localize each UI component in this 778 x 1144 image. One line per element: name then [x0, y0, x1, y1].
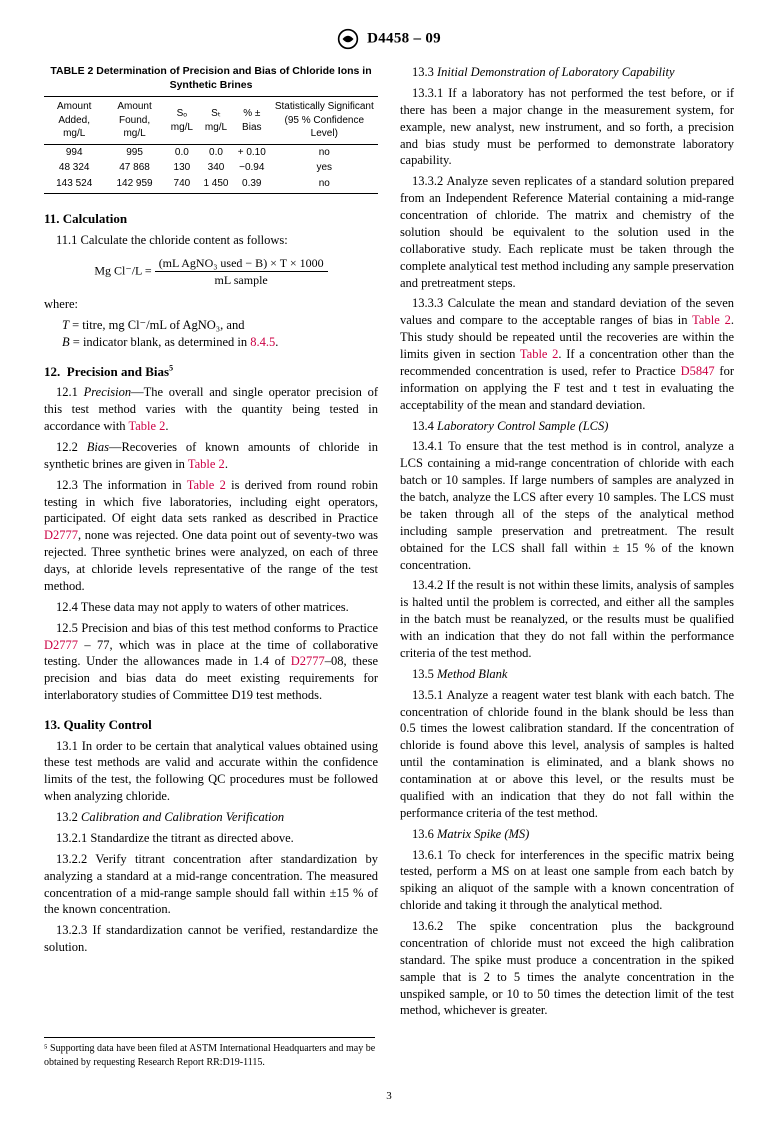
td: no — [271, 176, 378, 194]
table2-title: TABLE 2 Determination of Precision and B… — [44, 64, 378, 92]
p-13-4-1: 13.4.1 To ensure that the test method is… — [400, 438, 734, 573]
eq-den: mL sample — [155, 272, 328, 288]
t-def: T = titre, mg Cl⁻/mL of AgNO₃, and — [82, 317, 378, 334]
td: 740 — [165, 176, 199, 194]
td: + 0.10 — [233, 144, 271, 160]
td: yes — [271, 160, 378, 176]
th: Amount Found, mg/L — [104, 97, 164, 145]
where-label: where: — [44, 296, 378, 313]
p-13-1: 13.1 In order to be certain that analyti… — [44, 738, 378, 806]
p-13-3-2: 13.3.2 Analyze seven replicates of a sta… — [400, 173, 734, 291]
td: 1 450 — [199, 176, 233, 194]
h-13-3: 13.3 Initial Demonstration of Laboratory… — [400, 64, 734, 81]
p-13-6-1: 13.6.1 To check for interferences in the… — [400, 847, 734, 915]
p-13-2-2: 13.2.2 Verify titrant concentration afte… — [44, 851, 378, 919]
td: 47 868 — [104, 160, 164, 176]
td: 0.0 — [199, 144, 233, 160]
td: 994 — [44, 144, 104, 160]
astm-logo — [337, 28, 359, 50]
th: Amount Added, mg/L — [44, 97, 104, 145]
p-13-3-1: 13.3.1 If a laboratory has not performed… — [400, 85, 734, 169]
section-12-heading: 12. Precision and Bias5 — [44, 363, 378, 381]
footnote-5: ⁵ Supporting data have been filed at AST… — [44, 1037, 375, 1069]
p-12-2: 12.2 Bias—Recoveries of known amounts of… — [44, 439, 378, 473]
section-11-heading: 11. Calculation — [44, 210, 378, 228]
equation: Mg Cl⁻/L = (mL AgNO₃ used − B) × T × 100… — [44, 255, 378, 288]
th: Sₒ mg/L — [165, 97, 199, 145]
td: 995 — [104, 144, 164, 160]
p-13-3-3: 13.3.3 Calculate the mean and standard d… — [400, 295, 734, 413]
h-13-5: 13.5 Method Blank — [400, 666, 734, 683]
td: 130 — [165, 160, 199, 176]
page-number: 3 — [44, 1089, 734, 1104]
p-11-1: 11.1 Calculate the chloride content as f… — [44, 232, 378, 249]
td: 0.0 — [165, 144, 199, 160]
b-def: B = indicator blank, as determined in 8.… — [82, 334, 378, 351]
h-13-4: 13.4 Laboratory Control Sample (LCS) — [400, 418, 734, 435]
eq-num: (mL AgNO₃ used − B) × T × 1000 — [155, 255, 328, 272]
p-13-5-1: 13.5.1 Analyze a reagent water test blan… — [400, 687, 734, 822]
p-13-2-3: 13.2.3 If standardization cannot be veri… — [44, 922, 378, 956]
table2: Amount Added, mg/L Amount Found, mg/L Sₒ… — [44, 96, 378, 194]
td: 0.39 — [233, 176, 271, 194]
td: −0.94 — [233, 160, 271, 176]
eq-lhs: Mg Cl⁻/L = — [94, 263, 154, 277]
td: 48 324 — [44, 160, 104, 176]
td: 143 524 — [44, 176, 104, 194]
p-12-5: 12.5 Precision and bias of this test met… — [44, 620, 378, 704]
td: no — [271, 144, 378, 160]
h-13-6: 13.6 Matrix Spike (MS) — [400, 826, 734, 843]
th: % ± Bias — [233, 97, 271, 145]
p-13-2-1: 13.2.1 Standardize the titrant as direct… — [44, 830, 378, 847]
p-13-6-2: 13.6.2 The spike concentration plus the … — [400, 918, 734, 1019]
td: 340 — [199, 160, 233, 176]
designation: D4458 – 09 — [367, 30, 441, 46]
page-header: D4458 – 09 — [44, 28, 734, 50]
th: Statistically Significant (95 % Confiden… — [271, 97, 378, 145]
td: 142 959 — [104, 176, 164, 194]
p-12-1: 12.1 Precision—The overall and single op… — [44, 384, 378, 435]
p-12-4: 12.4 These data may not apply to waters … — [44, 599, 378, 616]
th: Sₜ mg/L — [199, 97, 233, 145]
p-12-3: 12.3 The information in Table 2 is deriv… — [44, 477, 378, 595]
section-13-heading: 13. Quality Control — [44, 716, 378, 734]
p-13-4-2: 13.4.2 If the result is not within these… — [400, 577, 734, 661]
h-13-2: 13.2 Calibration and Calibration Verific… — [44, 809, 378, 826]
